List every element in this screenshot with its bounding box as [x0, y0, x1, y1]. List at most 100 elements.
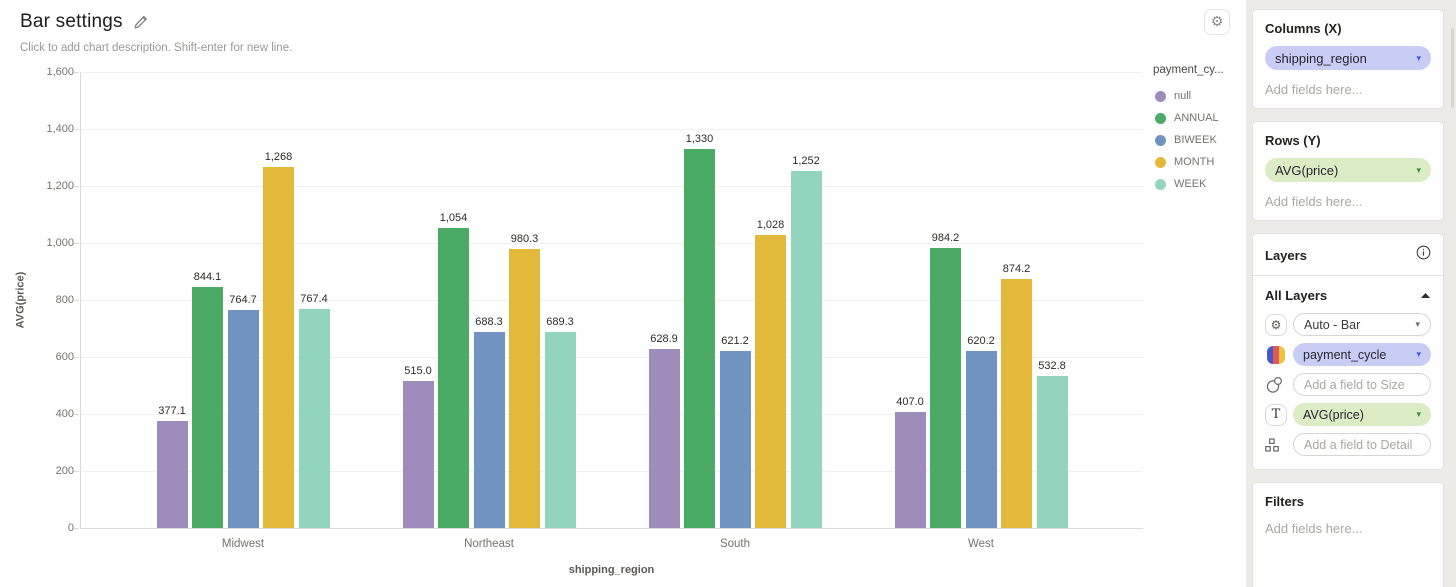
detail-field-input[interactable]	[1293, 433, 1431, 456]
legend-item-ANNUAL[interactable]: ANNUAL	[1153, 107, 1224, 129]
bar-value-label: 1,028	[756, 219, 785, 232]
legend-title: payment_cy...	[1153, 64, 1224, 76]
bar-West-ANNUAL[interactable]	[930, 247, 961, 528]
legend-item-null[interactable]: null	[1153, 85, 1224, 107]
bar-West-MONTH[interactable]	[1001, 278, 1032, 528]
bar-Northeast-null[interactable]	[402, 381, 434, 528]
collapse-caret-up-icon[interactable]	[1420, 286, 1431, 304]
field-pill-label: payment_cycle	[1303, 347, 1387, 362]
edit-pencil-icon[interactable]	[133, 14, 149, 30]
filters-add-fields-dropzone[interactable]: Add fields here...	[1265, 521, 1363, 536]
layers-header: Layers	[1265, 247, 1307, 263]
bar-West-BIWEEK[interactable]	[965, 351, 997, 528]
mark-settings-gear-icon[interactable]: ⚙	[1265, 313, 1287, 336]
bar-value-label: 984.2	[931, 231, 960, 244]
bar-value-label: 689.3	[546, 315, 574, 328]
bar-West-null[interactable]	[894, 412, 926, 528]
columns-card: Columns (X) shipping_region ▾ Add fields…	[1252, 9, 1444, 109]
x-axis-line	[80, 528, 1143, 529]
y-axis-line	[80, 72, 81, 528]
bar-Midwest-MONTH[interactable]	[263, 166, 294, 528]
y-gridline	[80, 357, 1143, 358]
bar-value-label: 532.8	[1038, 360, 1066, 373]
y-tick-label: 1,200	[46, 180, 74, 192]
scrollbar-track[interactable]	[1451, 0, 1455, 587]
bar-Northeast-WEEK[interactable]	[544, 331, 576, 528]
color-field-payment-cycle[interactable]: payment_cycle ▾	[1293, 343, 1431, 366]
bar-value-label: 688.3	[475, 315, 503, 328]
bar-Northeast-MONTH[interactable]	[509, 248, 540, 528]
bar-value-label: 1,330	[685, 132, 714, 145]
text-field-avg-price[interactable]: AVG(price) ▾	[1293, 403, 1431, 426]
chart-description-placeholder[interactable]: Click to add chart description. Shift-en…	[20, 42, 293, 54]
legend-swatch-icon	[1155, 112, 1166, 124]
y-tick	[74, 300, 79, 301]
bar-value-label: 1,054	[439, 211, 468, 224]
mark-type-dropdown[interactable]: Auto - Bar ▾	[1293, 313, 1431, 336]
chevron-down-icon: ▾	[1415, 319, 1420, 329]
y-tick-label: 600	[55, 351, 74, 363]
bar-value-label: 767.4	[300, 293, 328, 306]
bar-value-label: 980.3	[510, 232, 539, 245]
chevron-down-icon: ▾	[1416, 52, 1421, 63]
chart-settings-gear-icon[interactable]: ⚙	[1204, 9, 1230, 35]
bar-South-MONTH[interactable]	[755, 235, 786, 528]
rows-card: Rows (Y) AVG(price) ▾ Add fields here...	[1252, 121, 1444, 221]
field-pill-label: AVG(price)	[1303, 407, 1364, 422]
legend-item-WEEK[interactable]: WEEK	[1153, 173, 1224, 195]
y-tick-label: 200	[55, 465, 74, 477]
size-field-input[interactable]	[1293, 373, 1431, 396]
columns-field-shipping-region[interactable]: shipping_region ▾	[1265, 46, 1431, 70]
legend-label: WEEK	[1174, 178, 1207, 190]
y-tick-label: 800	[55, 294, 74, 306]
x-category-label: Midwest	[221, 538, 265, 550]
color-palette-icon	[1267, 345, 1285, 364]
filters-card: Filters Add fields here...	[1252, 482, 1444, 587]
y-tick	[74, 186, 79, 187]
bar-Northeast-BIWEEK[interactable]	[473, 331, 505, 528]
bar-South-WEEK[interactable]	[790, 171, 822, 528]
x-category-label: South	[719, 538, 751, 550]
columns-add-fields-dropzone[interactable]: Add fields here...	[1265, 82, 1363, 97]
bar-value-label: 874.2	[1002, 262, 1031, 275]
legend-item-BIWEEK[interactable]: BIWEEK	[1153, 129, 1224, 151]
layer-detail-row	[1265, 433, 1431, 456]
bar-West-WEEK[interactable]	[1036, 376, 1068, 528]
y-tick-label: 1,400	[46, 123, 74, 135]
y-axis-title: AVG(price)	[14, 271, 27, 329]
y-gridline	[80, 243, 1143, 244]
rows-field-avg-price[interactable]: AVG(price) ▾	[1265, 158, 1431, 182]
chart-panel: Bar settings Click to add chart descript…	[14, 9, 1230, 576]
y-gridline	[80, 129, 1143, 130]
y-tick-label: 1,600	[46, 66, 74, 78]
bar-Midwest-null[interactable]	[156, 420, 188, 528]
size-circles-icon	[1265, 375, 1289, 394]
field-pill-label: shipping_region	[1275, 50, 1367, 66]
detail-squares-icon	[1265, 437, 1289, 452]
bar-South-null[interactable]	[648, 348, 680, 528]
legend-label: ANNUAL	[1174, 112, 1219, 124]
scrollbar-thumb[interactable]	[1451, 28, 1454, 108]
legend-item-MONTH[interactable]: MONTH	[1153, 151, 1224, 173]
bar-Midwest-BIWEEK[interactable]	[227, 310, 259, 528]
bar-South-ANNUAL[interactable]	[684, 148, 715, 528]
chevron-down-icon: ▾	[1416, 409, 1421, 419]
bar-South-BIWEEK[interactable]	[719, 350, 751, 528]
bar-Midwest-ANNUAL[interactable]	[192, 287, 223, 528]
y-gridline	[80, 414, 1143, 415]
layer-text-row: T AVG(price) ▾	[1265, 403, 1431, 426]
bar-value-label: 844.1	[193, 271, 222, 284]
bar-value-label: 1,252	[792, 155, 820, 168]
settings-sidebar: Columns (X) shipping_region ▾ Add fields…	[1246, 0, 1456, 587]
x-category-label: West	[968, 538, 994, 550]
legend-swatch-icon	[1155, 178, 1166, 190]
bar-value-label: 377.1	[158, 404, 186, 417]
bar-Northeast-ANNUAL[interactable]	[438, 227, 469, 528]
legend-label: BIWEEK	[1174, 134, 1217, 146]
rows-add-fields-dropzone[interactable]: Add fields here...	[1265, 194, 1363, 209]
bar-Midwest-WEEK[interactable]	[298, 309, 330, 528]
field-pill-label: AVG(price)	[1275, 162, 1339, 178]
info-icon[interactable]	[1416, 245, 1431, 265]
bar-value-label: 628.9	[650, 332, 678, 345]
